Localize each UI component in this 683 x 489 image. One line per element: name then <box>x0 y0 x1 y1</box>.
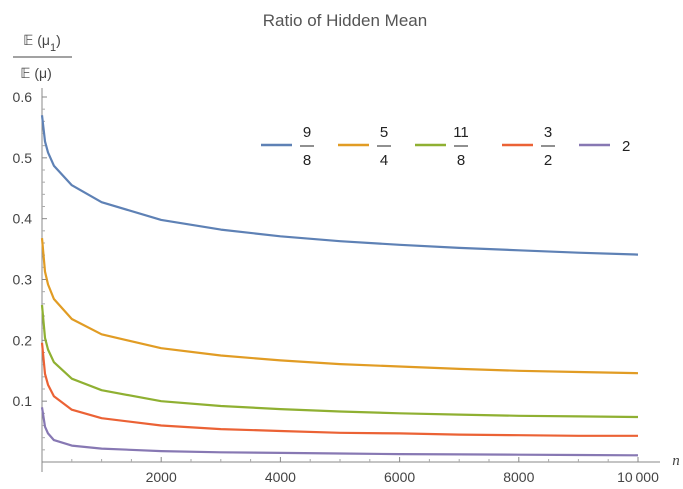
y-tick-label: 0.4 <box>13 211 33 227</box>
legend-label-numerator: 5 <box>380 124 388 141</box>
x-tick-label: 8000 <box>503 469 534 485</box>
y-tick-label: 0.3 <box>13 272 33 288</box>
legend-label-denominator: 8 <box>457 152 465 169</box>
legend-label-numerator: 3 <box>544 124 552 141</box>
x-tick-label: 4000 <box>265 469 296 485</box>
legend-label-denominator: 2 <box>544 152 552 169</box>
legend-label-denominator: 8 <box>303 152 311 169</box>
x-tick-label: 6000 <box>384 469 415 485</box>
y-axis-label-denominator: 𝔼 (μ) <box>20 65 52 81</box>
series-line-4 <box>40 342 638 437</box>
legend-label-numerator: 11 <box>453 124 469 141</box>
legend-label: 2 <box>622 138 630 155</box>
axes: 2000 4000 6000 8000 10 000 0.1 0.2 0.3 0.4 0.5 0.6 <box>13 88 660 485</box>
x-tick-label: 2000 <box>146 469 177 485</box>
y-tick-label: 0.2 <box>13 332 33 348</box>
y-tick-label: 0.6 <box>13 89 33 105</box>
x-axis-label: n <box>672 453 680 469</box>
legend-item-4: 32 <box>502 124 555 169</box>
legend-label-denominator: 4 <box>380 152 388 169</box>
y-tick-label: 0.5 <box>13 150 33 166</box>
series-line-5 <box>40 407 639 457</box>
chart-title: Ratio of Hidden Mean <box>263 11 427 30</box>
legend-item-2: 54 <box>338 124 391 169</box>
legend-item-1: 98 <box>261 124 314 169</box>
y-axis-label: 𝔼 (μ1) 𝔼 (μ) <box>13 32 72 81</box>
x-tick-label: 10 000 <box>617 469 659 485</box>
series-line-2 <box>40 238 639 375</box>
y-axis-label-numerator: 𝔼 (μ1) <box>23 32 61 54</box>
legend-item-5: 2 <box>579 138 630 155</box>
series-line-1 <box>40 115 639 256</box>
plot-area <box>40 115 639 457</box>
legend-item-3: 11 8 <box>415 124 469 169</box>
y-tick-label: 0.1 <box>13 393 33 409</box>
legend-label-numerator: 9 <box>303 124 311 141</box>
series-line-3 <box>40 304 639 419</box>
